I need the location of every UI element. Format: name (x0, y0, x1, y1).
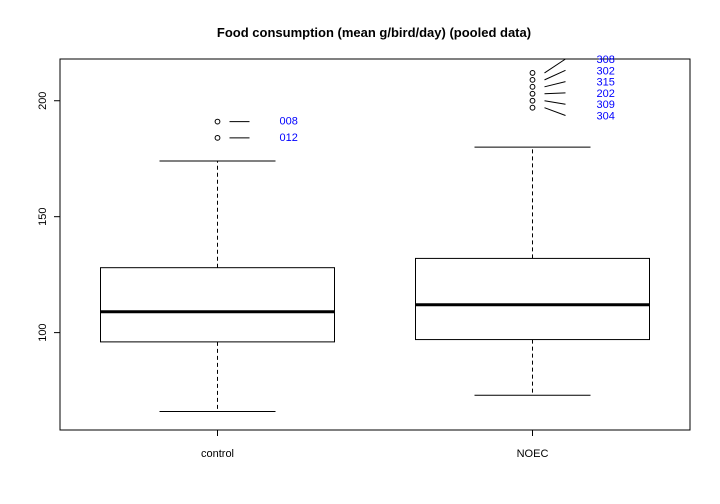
outlier-leader-308 (544, 58, 566, 74)
y-tick-label-200: 200 (37, 92, 49, 110)
outlier-label-012: 012 (280, 132, 298, 144)
y-tick-label-100: 100 (37, 323, 49, 341)
outlier-label-308: 308 (597, 54, 615, 66)
outlier-leader-202 (544, 92, 566, 95)
outlier-label-302: 302 (597, 65, 615, 77)
x-tick-label-control: control (201, 448, 234, 460)
outlier-label-008: 008 (280, 116, 298, 128)
outlier-point-008 (214, 118, 221, 125)
y-tick-label-150: 150 (37, 207, 49, 225)
outlier-point-309 (529, 97, 536, 104)
chart-title: Food consumption (mean g/bird/day) (pool… (217, 25, 531, 40)
outlier-label-315: 315 (597, 77, 615, 89)
outlier-point-302 (529, 76, 536, 83)
outlier-point-012 (214, 134, 221, 141)
outlier-point-202 (529, 90, 536, 97)
outlier-leader-309 (544, 100, 566, 105)
axes-layer: 100 150 200 control NOEC (37, 92, 548, 460)
outlier-label-309: 309 (597, 99, 615, 111)
box-iqr (415, 257, 650, 341)
plot-frame (59, 58, 691, 431)
outlier-point-304 (529, 104, 536, 111)
outlier-point-308 (529, 70, 536, 76)
outlier-leader-302 (544, 69, 566, 81)
x-tick-label-NOEC: NOEC (517, 448, 549, 460)
outlier-leader-304 (544, 107, 566, 116)
outlier-label-304: 304 (597, 111, 615, 123)
box-iqr (100, 267, 335, 343)
outlier-label-202: 202 (597, 88, 615, 100)
outlier-leader-315 (544, 81, 566, 88)
outlier-point-315 (529, 83, 536, 90)
